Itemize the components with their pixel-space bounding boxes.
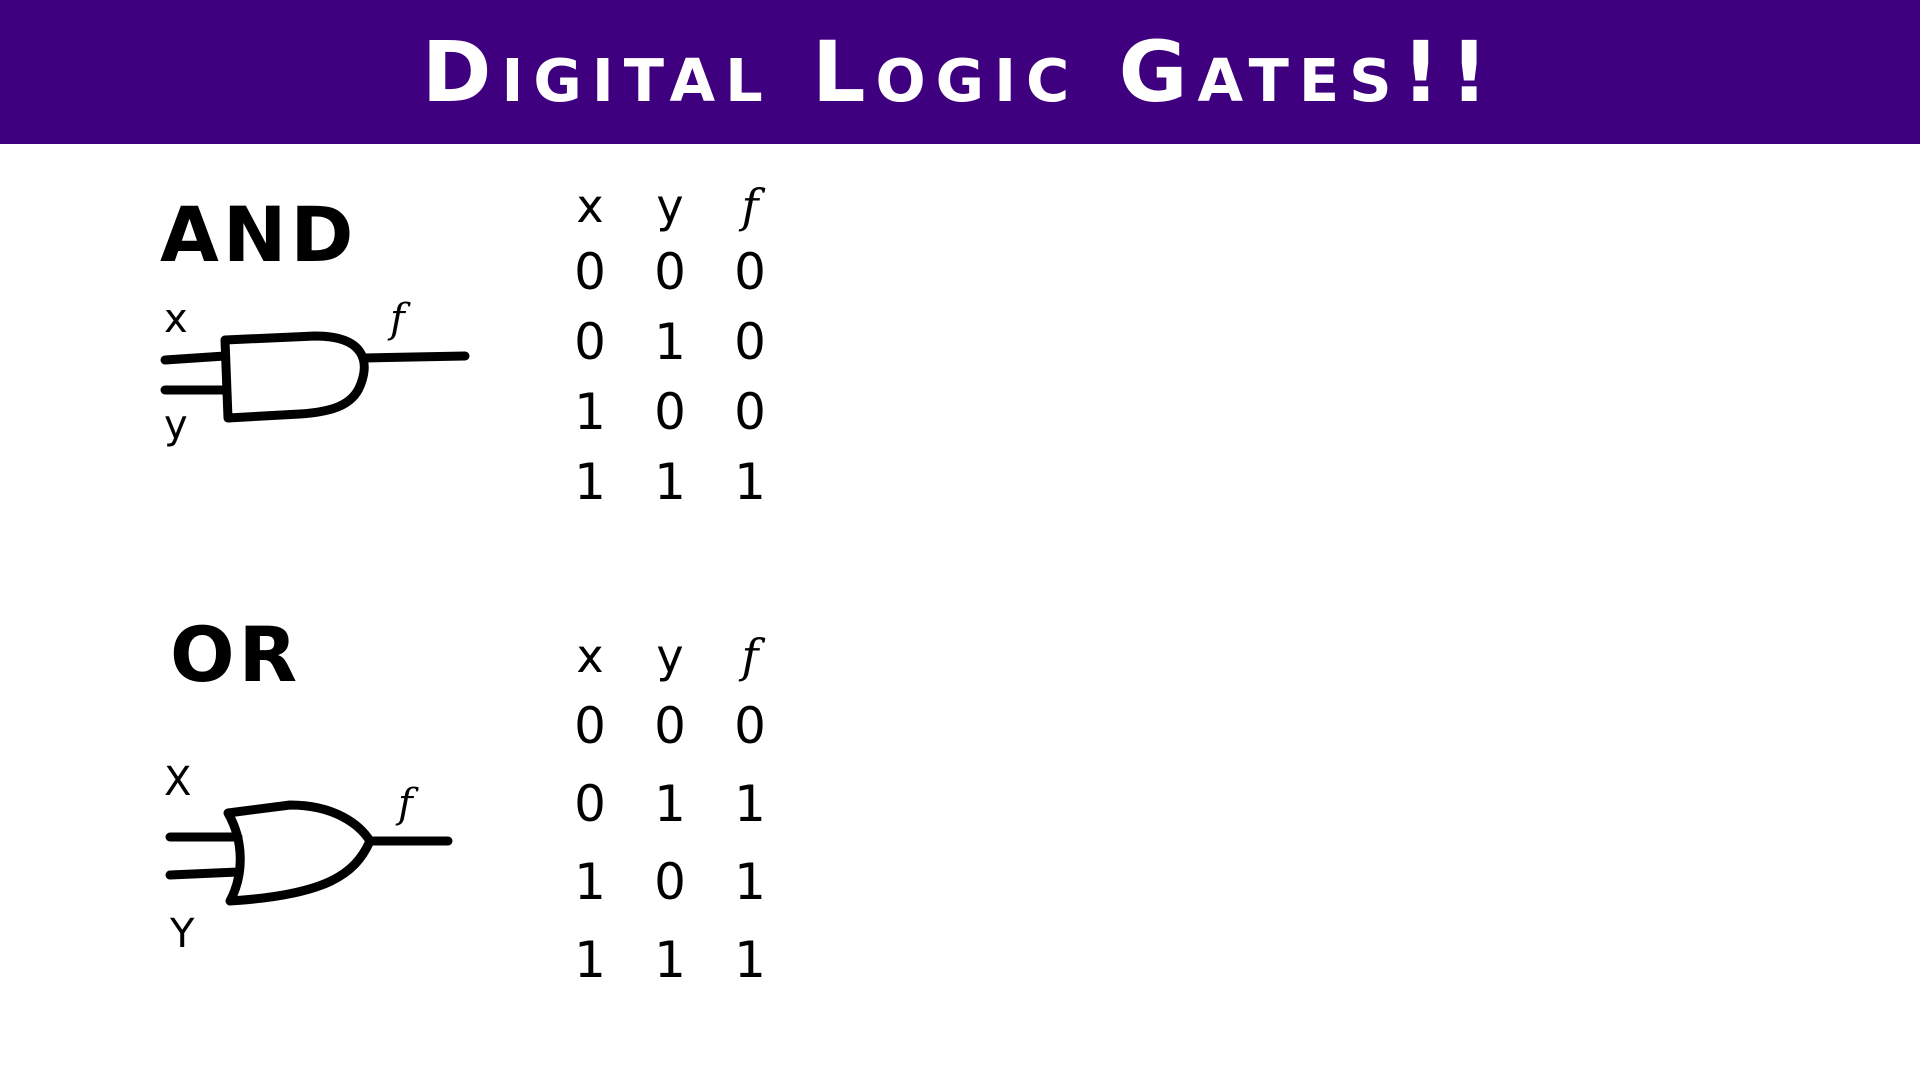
and-output-wire xyxy=(360,351,470,363)
table-cell: 1 xyxy=(654,775,686,833)
table-cell: 0 xyxy=(574,313,606,371)
table-cell: 0 xyxy=(734,697,766,755)
table-cell: 0 xyxy=(654,853,686,911)
table-cell: 1 xyxy=(734,853,766,911)
column-header-x: x xyxy=(576,179,604,233)
table-cell: 0 xyxy=(574,243,606,301)
table-row: 0 1 0 xyxy=(550,307,790,377)
table-cell: 1 xyxy=(734,453,766,511)
table-cell: 0 xyxy=(734,313,766,371)
column-header-f: f xyxy=(741,179,759,233)
or-gate-symbol: X f Y xyxy=(164,759,453,957)
table-cell: 1 xyxy=(654,453,686,511)
table-cell: 0 xyxy=(734,243,766,301)
and-gate-body xyxy=(220,331,369,423)
table-row: 0 1 1 xyxy=(550,765,790,843)
table-cell: 1 xyxy=(574,453,606,511)
and-input-x-label: x xyxy=(164,296,188,342)
or-input-x-label: X xyxy=(164,759,191,805)
page-title: Digital Logic Gates!! xyxy=(421,23,1499,121)
and-input-x-wire xyxy=(160,351,230,365)
and-input-y-label: y xyxy=(164,402,188,448)
table-row: 1 1 1 xyxy=(550,447,790,517)
column-header-y: y xyxy=(656,179,684,233)
table-cell: 1 xyxy=(654,931,686,989)
table-cell: 0 xyxy=(734,383,766,441)
or-input-y-label: Y xyxy=(169,911,195,957)
table-cell: 0 xyxy=(574,775,606,833)
column-header-x: x xyxy=(576,629,604,683)
column-header-y: y xyxy=(656,629,684,683)
or-gate-title: OR xyxy=(170,610,302,699)
table-cell: 1 xyxy=(574,931,606,989)
and-gate-symbol: x f y xyxy=(160,296,470,448)
table-cell: 1 xyxy=(734,931,766,989)
table-row: 1 1 1 xyxy=(550,921,790,999)
table-row: 0 0 0 xyxy=(550,237,790,307)
and-truth-table: x y f 0 0 0 0 1 0 1 0 0 1 1 1 xyxy=(550,175,790,517)
or-output-f-label: f xyxy=(395,781,419,827)
table-cell: 0 xyxy=(574,697,606,755)
table-cell: 1 xyxy=(734,775,766,833)
and-gate-title: AND xyxy=(160,190,358,279)
table-cell: 1 xyxy=(654,313,686,371)
title-banner: Digital Logic Gates!! xyxy=(0,0,1920,144)
table-row: 0 0 0 xyxy=(550,687,790,765)
table-cell: 1 xyxy=(574,853,606,911)
and-output-f-label: f xyxy=(387,296,411,342)
table-row: 1 0 1 xyxy=(550,843,790,921)
table-cell: 0 xyxy=(654,697,686,755)
table-header-row: x y f xyxy=(550,625,790,687)
table-cell: 0 xyxy=(654,243,686,301)
or-truth-table: x y f 0 0 0 0 1 1 1 0 1 1 1 1 xyxy=(550,625,790,999)
or-gate-body xyxy=(223,800,375,906)
or-input-y-wire xyxy=(165,867,243,880)
column-header-f: f xyxy=(741,629,759,683)
table-header-row: x y f xyxy=(550,175,790,237)
table-cell: 0 xyxy=(654,383,686,441)
table-cell: 1 xyxy=(574,383,606,441)
table-row: 1 0 0 xyxy=(550,377,790,447)
